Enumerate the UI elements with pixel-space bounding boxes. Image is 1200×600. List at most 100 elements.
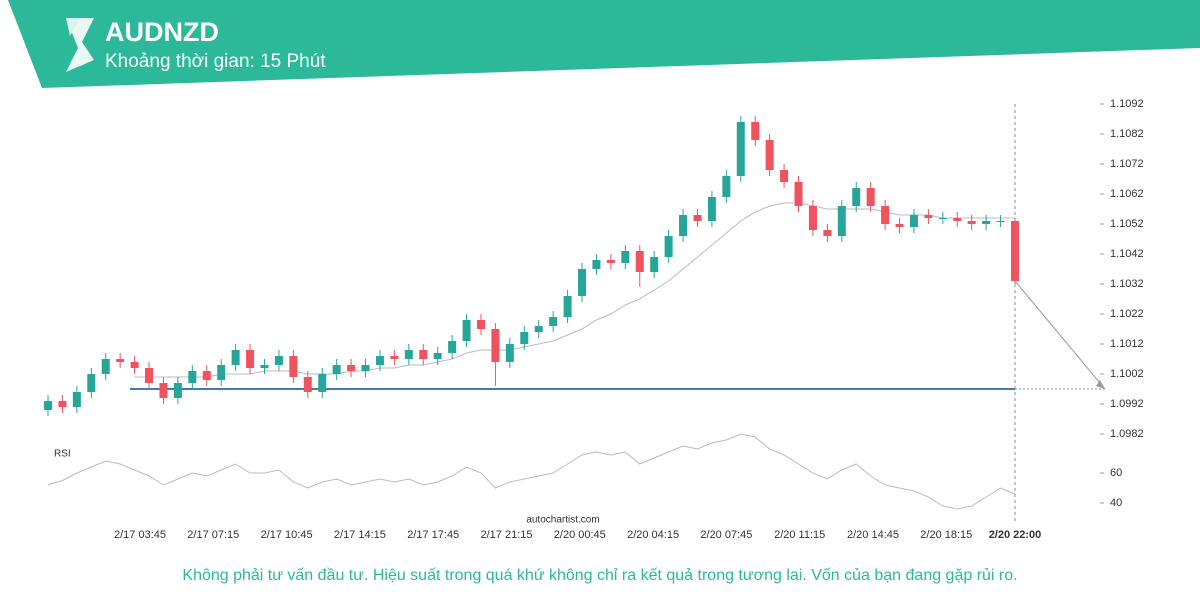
candle-body: [520, 332, 529, 344]
x-tick-label: 2/20 00:45: [554, 529, 606, 541]
logo: [66, 18, 94, 72]
candle-body: [780, 170, 789, 182]
candle-body: [606, 260, 615, 263]
rsi-label: RSI: [54, 449, 71, 460]
x-tick-label: 2/17 07:15: [187, 529, 239, 541]
logo-part: [66, 18, 80, 36]
y-tick-label: 1.1022: [1110, 308, 1144, 320]
candle-body: [592, 260, 601, 269]
candle-body: [274, 356, 283, 365]
candle-body: [303, 377, 312, 392]
candle-body: [751, 122, 760, 140]
candle-body: [794, 182, 803, 206]
x-tick-label: 2/20 14:45: [847, 529, 899, 541]
candle-body: [938, 218, 947, 219]
candle-body: [534, 326, 543, 332]
y-tick-label: 1.1012: [1110, 338, 1144, 350]
y-tick-label: 1.1072: [1110, 158, 1144, 170]
candle-body: [953, 218, 962, 221]
candle-body: [246, 350, 255, 368]
candle-body: [433, 353, 442, 359]
candle-body: [707, 197, 716, 221]
x-tick-label: 2/17 10:45: [261, 529, 313, 541]
projection-arrow: [1014, 280, 1106, 390]
candle-body: [217, 365, 226, 380]
candle-body: [202, 371, 211, 380]
candle-body: [462, 320, 471, 341]
candle-body: [87, 374, 96, 392]
candle-body: [722, 176, 731, 197]
arrow-head: [1096, 380, 1105, 389]
candle-body: [578, 269, 587, 296]
chart-title: AUDNZD: [105, 17, 219, 47]
candle-body: [231, 350, 240, 365]
candle-body: [996, 221, 1005, 222]
x-tick-label: 2/20 11:15: [774, 529, 825, 541]
candle-body: [909, 215, 918, 227]
candle-body: [679, 215, 688, 236]
x-tick-label: 2/17 03:45: [114, 529, 166, 541]
candle-body: [318, 374, 327, 392]
x-tick-label: 2/20 18:15: [920, 529, 972, 541]
y-tick-label: 1.1002: [1110, 368, 1144, 380]
candle-body: [881, 206, 890, 224]
x-tick-label: 2/17 21:15: [481, 529, 533, 541]
candle-body: [621, 251, 630, 263]
candle-body: [332, 365, 341, 374]
candle-body: [72, 392, 81, 407]
candle-body: [159, 383, 168, 398]
candle-body: [289, 356, 298, 377]
current-time-label: 2/20 22:00: [989, 529, 1042, 541]
candle-body: [808, 206, 817, 230]
candle-body: [145, 368, 154, 383]
y-tick-label: 1.0992: [1110, 398, 1144, 410]
candle-body: [130, 362, 139, 368]
x-tick-label: 2/17 17:45: [407, 529, 459, 541]
x-tick-label: 2/17 14:15: [334, 529, 386, 541]
header-banner: [8, 0, 1200, 88]
y-tick-label: 1.1082: [1110, 128, 1144, 140]
candle-body: [116, 359, 125, 362]
candle-body: [549, 317, 558, 326]
candle-body: [664, 236, 673, 257]
candle-body: [693, 215, 702, 221]
candle-body: [1011, 221, 1019, 281]
candle-body: [505, 344, 514, 362]
moving-average: [134, 202, 1015, 378]
y-tick-label: 1.0982: [1110, 428, 1144, 440]
y-tick-label: 1.1032: [1110, 278, 1144, 290]
candle-body: [895, 224, 904, 227]
candle-body: [58, 401, 67, 407]
rsi-line: [47, 433, 1016, 510]
candle-body: [419, 350, 428, 359]
x-tick-label: 2/20 07:45: [700, 529, 752, 541]
candle-body: [837, 206, 846, 236]
candle-body: [260, 365, 269, 368]
candle-body: [650, 257, 659, 272]
rsi-tick-label: 60: [1110, 467, 1122, 479]
candle-body: [404, 350, 413, 359]
chart-subtitle: Khoảng thời gian: 15 Phút: [105, 51, 326, 72]
candle-body: [375, 356, 384, 365]
y-tick-label: 1.1052: [1110, 218, 1144, 230]
candle-body: [852, 188, 861, 206]
candle-body: [448, 341, 457, 353]
candle-body: [563, 296, 572, 317]
candle-body: [188, 371, 197, 383]
candle-body: [347, 365, 356, 371]
watermark: autochartist.com: [526, 515, 599, 526]
candle-body: [866, 188, 875, 206]
candle-body: [361, 365, 370, 371]
candle-body: [476, 320, 485, 329]
y-tick-label: 1.1042: [1110, 248, 1144, 260]
candle-body: [823, 230, 832, 236]
candle-body: [101, 359, 110, 374]
candle-body: [390, 356, 399, 359]
candle-body: [967, 221, 976, 224]
candle-body: [982, 221, 991, 224]
candle-body: [765, 140, 774, 170]
candle-body: [44, 401, 52, 410]
candle-body: [736, 122, 745, 176]
candle-body: [635, 251, 644, 272]
rsi-tick-label: 40: [1110, 497, 1122, 509]
